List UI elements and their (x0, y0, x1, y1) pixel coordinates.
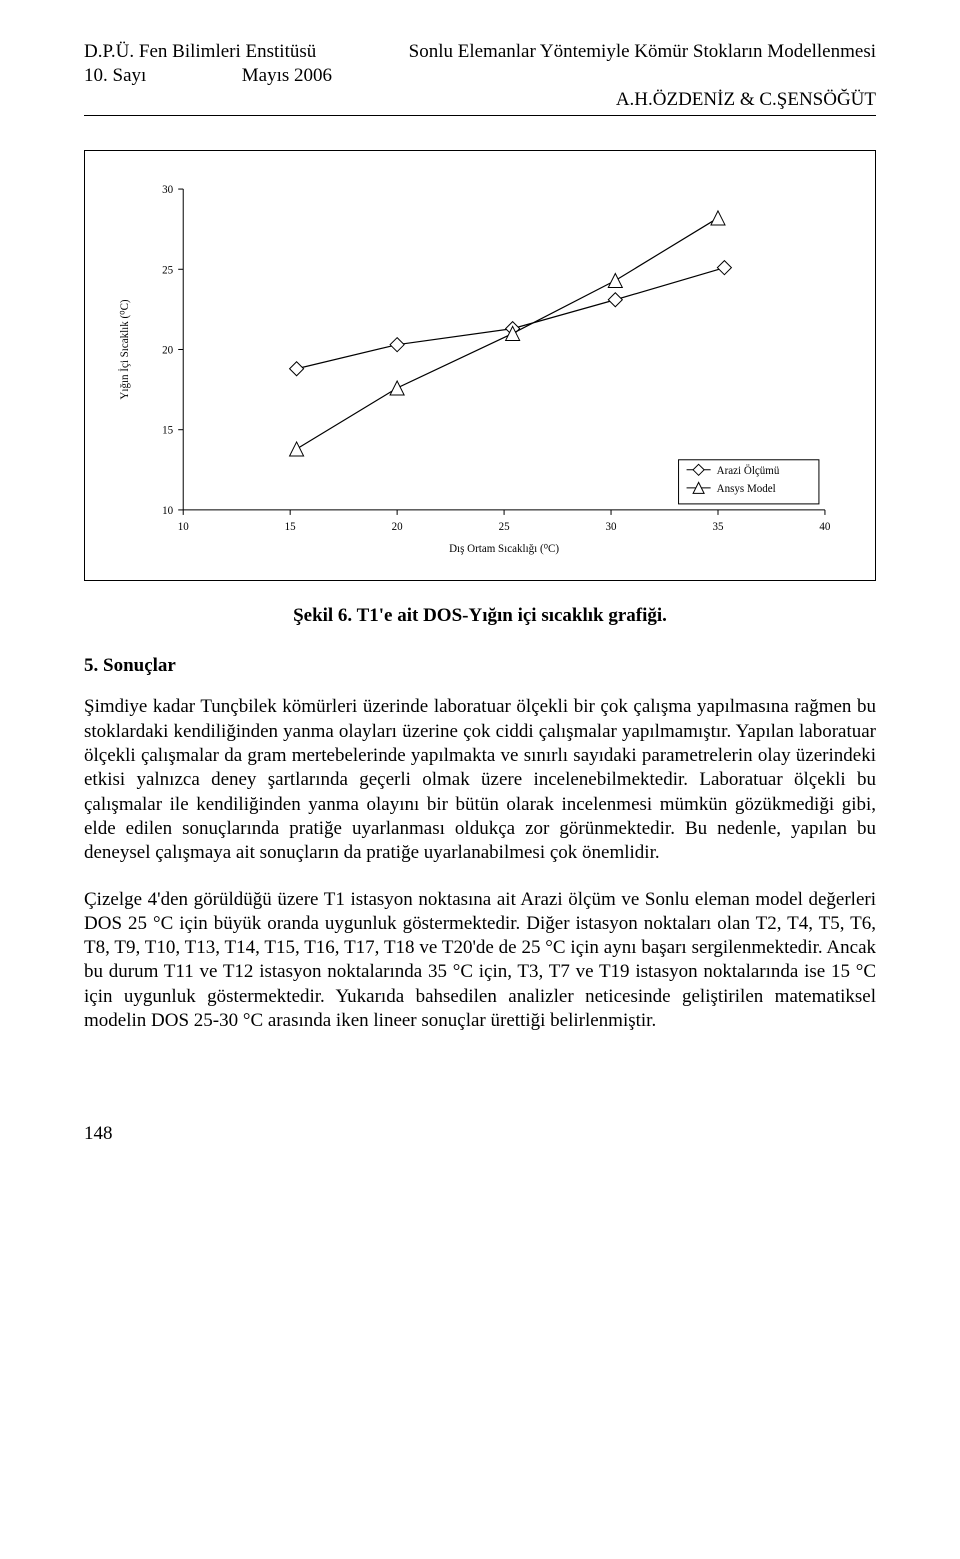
svg-text:40: 40 (819, 521, 831, 533)
svg-text:Ansys Model: Ansys Model (717, 483, 776, 495)
section-title: 5. Sonuçlar (84, 655, 876, 677)
header-date: Mayıs 2006 (242, 65, 332, 86)
chart-svg: 10 15 20 25 30 35 40 10 15 20 25 30 Dış Ortam Sıcakl… (103, 169, 845, 570)
header-rule (84, 115, 876, 116)
figure-frame: 10 15 20 25 30 35 40 10 15 20 25 30 Dış Ortam Sıcakl… (84, 150, 876, 581)
header-right-1: Sonlu Elemanlar Yöntemiyle Kömür Stoklar… (409, 40, 876, 64)
svg-text:20: 20 (162, 345, 174, 357)
svg-text:15: 15 (162, 425, 174, 437)
paragraph-1: Şimdiye kadar Tunçbilek kömürleri üzerin… (84, 695, 876, 865)
svg-text:10: 10 (162, 505, 174, 517)
page-number: 148 (84, 1123, 876, 1145)
svg-text:Dış Ortam Sıcaklığı (⁰C): Dış Ortam Sıcaklığı (⁰C) (449, 543, 559, 555)
svg-text:Arazi Ölçümü: Arazi Ölçümü (717, 465, 780, 477)
header-issue: 10. Sayı (84, 65, 146, 86)
svg-text:35: 35 (712, 521, 724, 533)
svg-text:30: 30 (162, 184, 174, 196)
header-left-2: 10. Sayı Mayıs 2006 (84, 64, 332, 88)
svg-text:20: 20 (392, 521, 404, 533)
svg-text:25: 25 (499, 521, 511, 533)
svg-text:10: 10 (178, 521, 190, 533)
svg-text:25: 25 (162, 265, 174, 277)
svg-text:15: 15 (285, 521, 297, 533)
paragraph-2: Çizelge 4'den görüldüğü üzere T1 istasyo… (84, 888, 876, 1034)
figure-caption: Şekil 6. T1'e ait DOS-Yığın içi sıcaklık… (84, 605, 876, 627)
header-left-1: D.P.Ü. Fen Bilimleri Enstitüsü (84, 40, 316, 64)
svg-text:30: 30 (606, 521, 618, 533)
header-authors: A.H.ÖZDENİZ & C.ŞENSÖĞÜT (616, 88, 876, 112)
svg-text:Yığın İçi Sıcaklık (⁰C): Yığın İçi Sıcaklık (⁰C) (119, 299, 131, 400)
